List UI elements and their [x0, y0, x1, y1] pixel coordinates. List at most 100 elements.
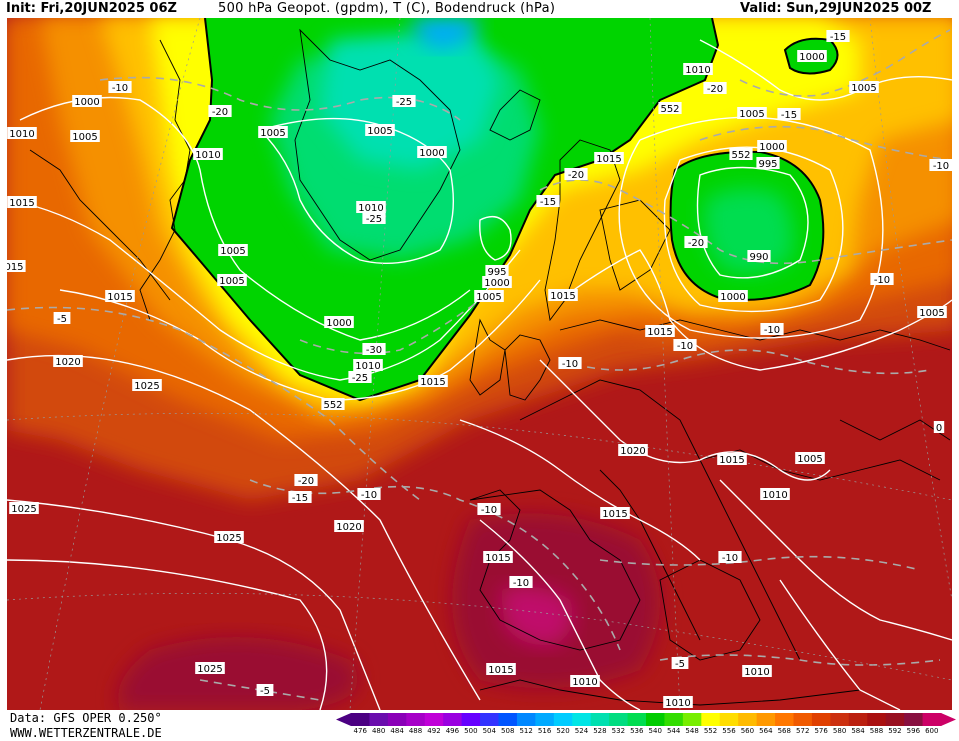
contour-label: 1015 [105, 290, 135, 303]
svg-text:1000: 1000 [720, 292, 745, 303]
colorbar-segment [535, 713, 555, 726]
svg-text:-10: -10 [874, 275, 890, 286]
grid-lines [7, 18, 952, 710]
svg-text:1005: 1005 [220, 246, 245, 257]
colorbar-segment [682, 713, 702, 726]
svg-text:-25: -25 [352, 373, 368, 384]
contour-label: 1000 [324, 316, 354, 329]
svg-text:1010: 1010 [572, 677, 597, 688]
contour-label: -10 [870, 273, 894, 286]
svg-text:1005: 1005 [476, 292, 501, 303]
contour-label: 1000 [72, 95, 102, 108]
contour-label: 1010 [356, 201, 386, 214]
contour-label: 552 [658, 102, 682, 115]
contour-label: 1015 [645, 325, 675, 338]
contour-label: 1000 [797, 50, 827, 63]
isobars [7, 39, 952, 710]
contour-label: -10 [558, 357, 582, 370]
colorbar-tick-label: 508 [501, 727, 515, 735]
contour-label: 1025 [132, 379, 162, 392]
isobar-labels: 1000 1005 1010 -10 -20 1005 1010 1005 -25 1000 101… [7, 30, 952, 709]
svg-text:-10: -10 [513, 578, 529, 589]
colorbar-tick-label: 536 [630, 727, 644, 735]
svg-text:1025: 1025 [134, 381, 159, 392]
svg-text:1000: 1000 [759, 142, 784, 153]
colorbar-tick-label: 552 [703, 727, 718, 735]
svg-text:-15: -15 [292, 493, 308, 504]
colorbar-segment [793, 713, 813, 726]
svg-text:1005: 1005 [367, 126, 392, 137]
colorbar-segment [646, 713, 665, 726]
svg-text:1015: 1015 [596, 154, 621, 165]
colorbar-segment [664, 713, 684, 726]
contour-label: 1020 [53, 355, 83, 368]
svg-text:552: 552 [731, 150, 750, 161]
contour-label: -5 [53, 312, 71, 325]
contour-label: 1005 [474, 290, 504, 303]
svg-text:1010: 1010 [355, 361, 380, 372]
colorbar-segment [848, 713, 868, 726]
svg-text:-10: -10 [722, 553, 738, 564]
svg-text:1015: 1015 [107, 292, 132, 303]
svg-text:995: 995 [758, 159, 777, 170]
svg-text:1020: 1020 [55, 357, 80, 368]
contour-label: -10 [718, 551, 742, 564]
contour-label: 1000 [417, 146, 447, 159]
colorbar-tick-label: 528 [593, 727, 607, 735]
contour-label: 1010 [7, 127, 37, 140]
contour-label: 1020 [618, 444, 648, 457]
contour-label: 1005 [917, 306, 947, 319]
svg-text:1025: 1025 [216, 533, 241, 544]
svg-text:1025: 1025 [11, 504, 36, 515]
svg-text:1020: 1020 [620, 446, 645, 457]
svg-text:1010: 1010 [665, 698, 690, 709]
contour-label: 1005 [737, 107, 767, 120]
contour-label: 1005 [70, 130, 100, 143]
colorbar-segment [553, 713, 573, 726]
colorbar-segment [867, 713, 887, 726]
svg-text:1005: 1005 [219, 276, 244, 287]
colorbar-segment [922, 713, 942, 726]
svg-text:-25: -25 [366, 214, 382, 225]
contour-label: 1000 [482, 276, 512, 289]
svg-text:-20: -20 [568, 170, 584, 181]
contour-label: 1005 [365, 124, 395, 137]
svg-text:-20: -20 [212, 107, 228, 118]
svg-text:-20: -20 [298, 476, 314, 487]
contour-label: -20 [294, 474, 318, 487]
svg-text:-10: -10 [112, 83, 128, 94]
colorbar-tick-label: 572 [796, 727, 810, 735]
contour-label: 1010 [353, 359, 383, 372]
contour-label: 1015 [594, 152, 624, 165]
svg-text:-10: -10 [562, 359, 578, 370]
contour-label: 552 [321, 398, 345, 411]
contour-label: 1000 [757, 140, 787, 153]
svg-text:1005: 1005 [739, 109, 764, 120]
svg-text:1015: 1015 [602, 509, 627, 520]
contour-label: 1015 [7, 196, 37, 209]
svg-text:990: 990 [749, 252, 768, 263]
svg-text:1005: 1005 [919, 308, 944, 319]
svg-text:-10: -10 [481, 505, 497, 516]
contour-label: -20 [703, 82, 727, 95]
svg-text:1010: 1010 [358, 203, 383, 214]
contour-label: -10 [673, 339, 697, 352]
svg-text:-10: -10 [361, 490, 377, 501]
colorbar-segment [775, 713, 794, 726]
colorbar-tick-label: 540 [648, 727, 662, 735]
contour-label: -15 [536, 195, 560, 208]
svg-text:1010: 1010 [744, 667, 769, 678]
contour-label: 1000 [718, 290, 748, 303]
contour-label: 1015 [418, 375, 448, 388]
contour-label: 995 [756, 157, 780, 170]
svg-text:1020: 1020 [336, 522, 361, 533]
svg-text:-10: -10 [677, 341, 693, 352]
contour-label: 1010 [760, 488, 790, 501]
svg-text:552: 552 [660, 104, 679, 115]
colorbar-tick-label: 560 [740, 727, 755, 735]
colorbar-tick-label: 476 [353, 727, 367, 735]
svg-text:1010: 1010 [762, 490, 787, 501]
colorbar-tick-label: 524 [574, 727, 589, 735]
contour-label: -10 [477, 503, 501, 516]
contour-label: -25 [392, 95, 416, 108]
